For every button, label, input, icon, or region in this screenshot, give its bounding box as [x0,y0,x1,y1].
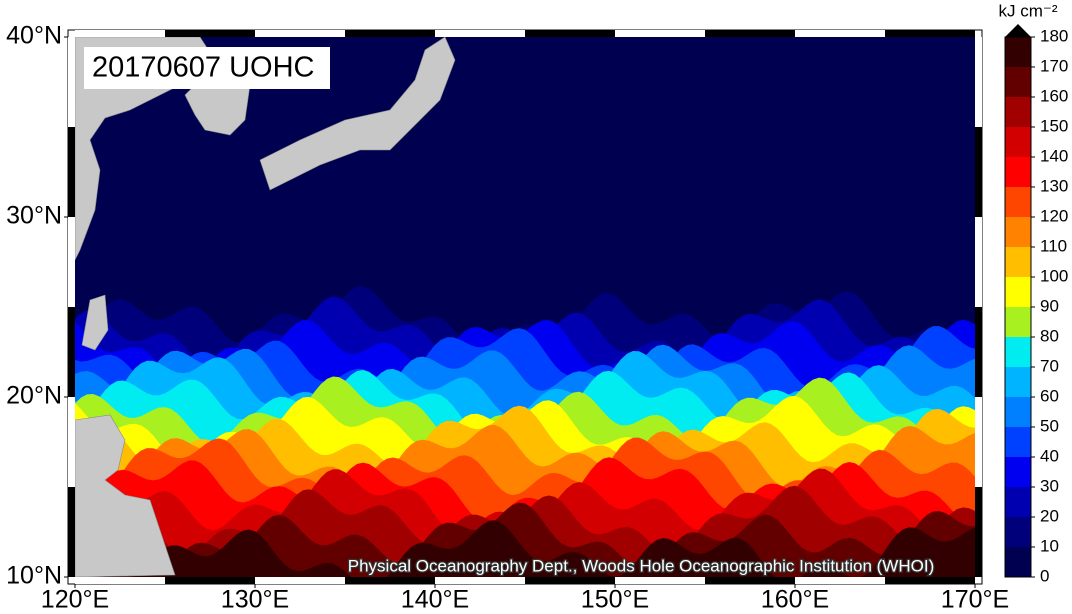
frame-stripe [795,30,885,37]
colorbar-swatch [1005,367,1031,397]
colorbar-swatch [1005,427,1031,457]
frame-stripe [165,30,255,37]
frame-stripe [68,397,75,487]
map-frame [67,29,983,585]
frame-stripe [975,37,982,127]
credit: Physical Oceanography Dept., Woods Hole … [348,556,934,575]
frame-stripe [975,127,982,217]
colorbar-swatch [1005,277,1031,307]
colorbar-swatch [1005,97,1031,127]
colorbar-tick-label: 60 [1040,386,1059,405]
colorbar-swatch [1005,247,1031,277]
frame-stripe [525,30,615,37]
frame-stripe [615,577,705,584]
colorbar-swatch [1005,217,1031,247]
frame-stripe [435,30,525,37]
colorbar-tick-label: 110 [1040,236,1067,255]
frame-stripe [525,577,615,584]
lat-tick-label: 20°N [6,382,62,410]
colorbar-swatch [1005,67,1031,97]
frame-stripe [975,397,982,487]
colorbar-tick-label: 100 [1040,266,1068,285]
frame-stripe [705,30,795,37]
colorbar-swatch [1005,37,1031,67]
colorbar-tick-label: 30 [1040,476,1059,495]
colorbar-swatch [1005,487,1031,517]
colorbar-tick-label: 40 [1040,446,1059,465]
frame-stripe [68,37,75,127]
heat-band [75,520,975,577]
lon-tick-label: 120°E [41,586,109,614]
colorbar-swatch [1005,457,1031,487]
frame-stripe [345,577,435,584]
colorbar-swatch [1005,337,1031,367]
colorbar-tick-label: 150 [1040,116,1068,135]
frame-stripe [75,30,165,37]
lon-tick-label: 160°E [761,586,829,614]
colorbar-swatch [1005,397,1031,427]
colorbar-tick-label: 180 [1040,26,1068,45]
philippines [75,414,176,577]
frame-stripe [255,30,345,37]
colorbar: 0 10 20 30 40 50 60 70 80 90 100 110 120 130 140 150 160… [1004,24,1068,585]
colorbar-swatch [1005,547,1031,577]
frame-stripe [975,487,982,577]
frame-stripe [975,217,982,307]
lon-tick-label: 150°E [581,586,649,614]
colorbar-tick-label: 0 [1040,566,1049,585]
colorbar-swatch [1005,187,1031,217]
frame-stripe [615,30,705,37]
frame-stripe [68,487,75,577]
frame-stripe [255,577,345,584]
colorbar-tick-label: 50 [1040,416,1059,435]
frame-stripe [75,577,165,584]
colorbar-tick-label: 170 [1040,56,1068,75]
japan [259,37,456,191]
colorbar-tick-label: 10 [1040,536,1059,555]
lat-tick-label: 30°N [6,202,62,230]
colorbar-tick-label: 120 [1040,206,1068,225]
frame-stripe [705,577,795,584]
frame-stripe [795,577,885,584]
frame-stripe [68,307,75,397]
frame-stripe [68,127,75,217]
colorbar-extend [1005,24,1031,37]
colorbar-tick-label: 70 [1040,356,1059,375]
colorbar-swatch [1005,127,1031,157]
heat-field [75,37,975,577]
lon-tick-label: 170°E [941,586,1009,614]
frame-stripe [885,30,975,37]
map-title: 20170607 UOHC [92,52,314,84]
taiwan [81,294,109,351]
lat-tick-label: 10°N [6,562,62,590]
frame-stripe [165,577,255,584]
colorbar-swatch [1005,307,1031,337]
frame-stripe [345,30,435,37]
lon-tick-label: 130°E [221,586,289,614]
lat-tick-label: 40°N [6,22,62,50]
colorbar-tick-label: 80 [1040,326,1059,345]
title-box [84,47,330,89]
colorbar-tick-label: 20 [1040,506,1059,525]
colorbar-tick-label: 160 [1040,86,1068,105]
colorbar-swatch [1005,157,1031,187]
colorbar-tick-label: 130 [1040,176,1068,195]
colorbar-unit: kJ cm⁻² [998,1,1057,20]
frame-stripe [68,217,75,307]
colorbar-tick-label: 90 [1040,296,1059,315]
frame-stripe [975,307,982,397]
frame-stripe [435,577,525,584]
colorbar-tick-label: 140 [1040,146,1068,165]
lon-tick-label: 140°E [401,586,469,614]
colorbar-swatch [1005,517,1031,547]
frame-stripe [885,577,975,584]
